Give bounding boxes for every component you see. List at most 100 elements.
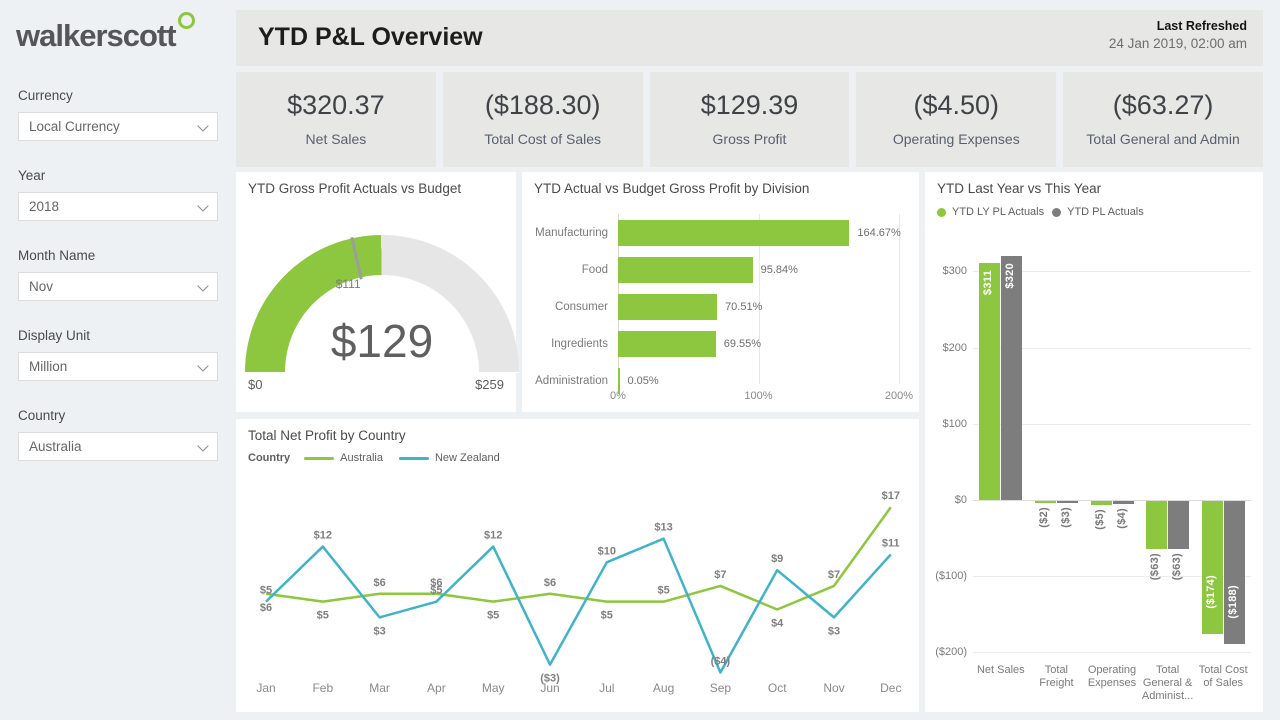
line-series-new-zealand[interactable] bbox=[265, 537, 892, 674]
data-label: ($63) bbox=[1149, 553, 1162, 581]
column-bar[interactable] bbox=[1112, 501, 1134, 505]
year-dropdown-value: 2018 bbox=[29, 199, 60, 214]
x-axis-label: Operating Expenses bbox=[1087, 664, 1137, 689]
year-dropdown[interactable]: 2018 bbox=[18, 192, 218, 221]
bar-category-label: Administration bbox=[535, 375, 608, 387]
data-label: ($174) bbox=[1204, 574, 1217, 609]
y-gridline bbox=[973, 423, 1251, 425]
last-refreshed-label: Last Refreshed bbox=[1156, 19, 1247, 33]
x-axis-label: Jul bbox=[599, 681, 614, 695]
x-gridline bbox=[758, 214, 760, 384]
sidebar: walkerscott Currency Local Currency Year… bbox=[0, 0, 236, 720]
kpi-label: Total Cost of Sales bbox=[484, 131, 602, 147]
australia-legend-label[interactable]: Australia bbox=[340, 452, 383, 464]
kpi-value: $320.37 bbox=[287, 90, 385, 120]
bar-row: Administration 0.05% bbox=[522, 368, 919, 394]
x-axis-label: Total Freight bbox=[1039, 664, 1074, 689]
display-unit-dropdown-value: Million bbox=[29, 359, 68, 374]
gauge-min-label: $0 bbox=[248, 377, 263, 392]
data-label: $5 bbox=[601, 610, 613, 622]
display-unit-dropdown[interactable]: Million bbox=[18, 352, 218, 381]
data-label: $3 bbox=[828, 625, 840, 637]
filter-month: Month Name Nov bbox=[18, 248, 218, 301]
x-tick-label: 0% bbox=[610, 390, 626, 402]
filter-currency: Currency Local Currency bbox=[18, 88, 218, 141]
filter-country-label: Country bbox=[18, 408, 66, 423]
bar-value-label: 95.84% bbox=[760, 264, 798, 276]
line-chart-title: Total Net Profit by Country bbox=[248, 428, 406, 443]
actuals-legend-label[interactable]: YTD PL Actuals bbox=[1067, 206, 1144, 218]
y-tick-label: ($100) bbox=[935, 570, 967, 583]
bar-row: Food 95.84% bbox=[522, 257, 919, 283]
filter-year-label: Year bbox=[18, 168, 46, 183]
x-axis-label: Feb bbox=[312, 681, 333, 695]
filter-currency-label: Currency bbox=[18, 88, 73, 103]
column-bar[interactable] bbox=[1223, 501, 1245, 645]
gauge-arc[interactable] bbox=[245, 235, 519, 373]
x-axis-label: Jun bbox=[540, 681, 559, 695]
filter-country: Country Australia bbox=[18, 408, 218, 461]
month-dropdown-value: Nov bbox=[29, 279, 54, 294]
filter-display-unit: Display Unit Million bbox=[18, 328, 218, 381]
logo-text: walkerscott bbox=[16, 18, 177, 53]
currency-dropdown[interactable]: Local Currency bbox=[18, 112, 218, 141]
kpi-label: Operating Expenses bbox=[892, 131, 1020, 147]
x-tick-label: 200% bbox=[884, 390, 914, 402]
data-label: $5 bbox=[260, 585, 272, 597]
y-tick-label: ($200) bbox=[935, 646, 967, 659]
x-axis-label: Aug bbox=[653, 681, 674, 695]
gauge-max-label: $259 bbox=[475, 377, 504, 392]
x-gridline bbox=[899, 214, 900, 384]
chevron-down-icon bbox=[197, 120, 209, 132]
kpi-value: ($188.30) bbox=[484, 90, 601, 120]
y-gridline bbox=[973, 652, 1251, 654]
gauge-value: $129 bbox=[330, 315, 434, 367]
x-axis-label: Total General & Administ... bbox=[1141, 664, 1194, 702]
last-refreshed-value: 24 Jan 2019, 02:00 am bbox=[1108, 36, 1247, 51]
column-bar[interactable] bbox=[1056, 501, 1078, 504]
bar[interactable] bbox=[618, 294, 718, 320]
bar-value-label: 69.55% bbox=[723, 338, 762, 350]
column-bar[interactable] bbox=[1034, 501, 1056, 503]
data-label: ($188) bbox=[1226, 585, 1239, 619]
kpi-label: Total General and Admin bbox=[1086, 131, 1240, 147]
column-bar[interactable] bbox=[1001, 256, 1023, 500]
bar[interactable] bbox=[618, 257, 753, 283]
logo: walkerscott bbox=[16, 12, 195, 54]
bar[interactable] bbox=[618, 331, 716, 357]
column-bar[interactable] bbox=[1146, 501, 1168, 549]
month-dropdown[interactable]: Nov bbox=[18, 272, 218, 301]
bar[interactable] bbox=[618, 368, 620, 394]
y-gridline bbox=[973, 271, 1251, 273]
line-series-australia[interactable] bbox=[265, 506, 892, 611]
column-bar[interactable] bbox=[1090, 501, 1112, 505]
column-bar[interactable] bbox=[979, 263, 1001, 500]
filter-month-label: Month Name bbox=[18, 248, 96, 263]
new-zealand-legend-label[interactable]: New Zealand bbox=[434, 452, 500, 464]
data-label: ($63) bbox=[1171, 553, 1184, 581]
bar[interactable] bbox=[618, 220, 850, 246]
gauge-chart-panel: YTD Gross Profit Actuals vs Budget $111 $… bbox=[236, 172, 519, 412]
kpi-total-cost-of-sales: ($188.30) Total Cost of Sales bbox=[442, 72, 643, 167]
column-bar[interactable] bbox=[1201, 501, 1223, 634]
column-chart-title: YTD Last Year vs This Year bbox=[937, 181, 1102, 196]
bar-category-label: Manufacturing bbox=[535, 227, 608, 239]
column-bar[interactable] bbox=[1168, 501, 1190, 549]
bar-row: Ingredients 69.55% bbox=[522, 331, 919, 357]
data-label: ($3) bbox=[1059, 507, 1072, 529]
x-axis-label: Jan bbox=[256, 681, 275, 695]
y-tick-label: $200 bbox=[942, 341, 967, 354]
ly-actuals-legend-label[interactable]: YTD LY PL Actuals bbox=[952, 206, 1045, 218]
x-axis-label: Net Sales bbox=[976, 664, 1025, 676]
country-dropdown[interactable]: Australia bbox=[18, 432, 218, 461]
actuals-legend-dot bbox=[1052, 207, 1062, 217]
chevron-down-icon bbox=[197, 200, 209, 212]
y-gridline bbox=[973, 576, 1251, 578]
legend-title: Country bbox=[248, 452, 291, 464]
page-title: YTD P&L Overview bbox=[258, 23, 483, 51]
bar-row: Manufacturing 164.67% bbox=[522, 220, 919, 246]
data-label: $6 bbox=[544, 577, 556, 589]
data-label: $12 bbox=[314, 530, 332, 542]
data-label: ($3) bbox=[540, 673, 560, 685]
